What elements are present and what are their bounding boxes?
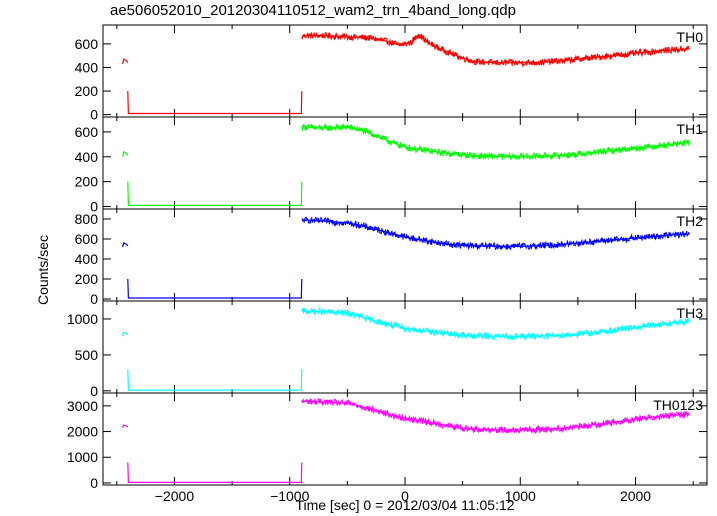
panel-frame <box>102 300 708 394</box>
y-tick-label: 2000 <box>67 424 98 440</box>
y-tick-label: 1000 <box>67 449 98 465</box>
series-line <box>122 331 129 337</box>
chart-title: ae506052010_20120304110512_wam2_trn_4ban… <box>110 2 516 19</box>
y-tick-label: 600 <box>75 36 99 52</box>
y-tick-label: 800 <box>75 211 99 227</box>
series-line <box>127 278 303 299</box>
panel-label: TH1 <box>677 121 704 137</box>
series-line <box>122 58 129 65</box>
series-line <box>122 424 129 428</box>
series-line <box>127 91 303 115</box>
x-tick-label: −1000 <box>270 488 310 504</box>
series-line <box>127 181 303 206</box>
series-line <box>301 33 690 64</box>
x-tick-label: 2000 <box>620 488 651 504</box>
panel-frame <box>102 116 708 210</box>
series-line <box>122 242 129 248</box>
series-line <box>127 462 303 483</box>
series-line <box>301 219 690 248</box>
y-tick-label: 400 <box>75 59 99 75</box>
y-tick-label: 0 <box>90 199 98 215</box>
x-axis-label: Time [sec] 0 = 2012/03/04 11:05:12 <box>295 497 515 513</box>
series-noise <box>301 306 690 341</box>
series-noise <box>301 122 690 161</box>
y-tick-label: 0 <box>90 383 98 399</box>
panel-frame <box>102 392 708 486</box>
panel-label: TH2 <box>677 213 704 229</box>
y-tick-label: 200 <box>75 174 99 190</box>
panel-frame <box>102 208 708 302</box>
series-line <box>127 369 303 391</box>
y-tick-label: 3000 <box>67 398 98 414</box>
panel-label: TH0 <box>677 29 704 45</box>
panel-label: TH3 <box>677 305 704 321</box>
y-tick-label: 200 <box>75 83 99 99</box>
series-noise <box>301 31 690 68</box>
y-tick-label: 600 <box>75 231 99 247</box>
x-tick-label: −2000 <box>155 488 195 504</box>
series-noise <box>301 216 690 251</box>
series-line <box>301 126 690 158</box>
series-line <box>301 310 690 338</box>
series-line <box>301 400 690 431</box>
x-tick-label: 1000 <box>505 488 536 504</box>
panel-frame <box>102 24 708 118</box>
y-tick-label: 600 <box>75 124 99 140</box>
y-tick-label: 1000 <box>67 311 98 327</box>
series-line <box>122 150 129 157</box>
y-tick-label: 0 <box>90 475 98 491</box>
y-tick-label: 200 <box>75 271 99 287</box>
series-noise <box>301 397 690 435</box>
y-tick-label: 0 <box>90 107 98 123</box>
y-tick-label: 0 <box>90 291 98 307</box>
y-tick-label: 500 <box>75 347 99 363</box>
panel-label: TH0123 <box>653 397 703 413</box>
y-tick-label: 400 <box>75 149 99 165</box>
x-tick-label: 0 <box>401 488 409 504</box>
y-tick-label: 400 <box>75 251 99 267</box>
